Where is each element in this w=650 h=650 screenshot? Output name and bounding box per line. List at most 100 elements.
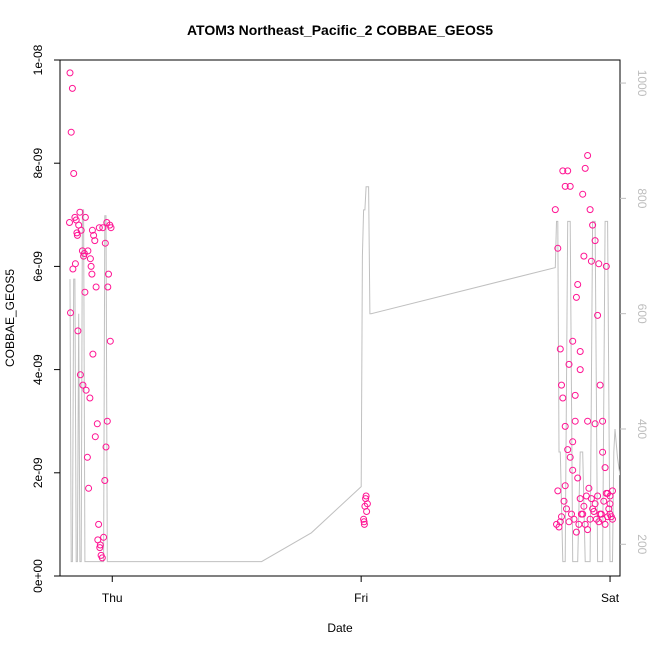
data-point [90, 231, 98, 239]
data-point [591, 500, 599, 508]
data-point [76, 208, 84, 216]
data-point [606, 492, 614, 500]
data-point [594, 311, 602, 319]
data-point [564, 446, 572, 454]
data-point [360, 518, 368, 526]
data-point [559, 394, 567, 402]
data-point [585, 484, 593, 492]
data-point [587, 495, 595, 503]
pressure-line [69, 186, 620, 563]
data-point [586, 206, 594, 214]
data-point [576, 366, 584, 374]
data-point [66, 69, 74, 77]
x-tick-label: Fri [354, 591, 368, 605]
data-point [606, 500, 614, 508]
data-point [599, 448, 607, 456]
data-point [102, 443, 110, 451]
data-point [81, 213, 89, 221]
data-point [106, 337, 114, 345]
data-point [560, 497, 568, 505]
data-point [565, 360, 573, 368]
data-point [74, 327, 82, 335]
x-axis-label: Date [327, 621, 353, 635]
data-point [68, 84, 76, 92]
data-point [99, 224, 107, 232]
data-point [591, 420, 599, 428]
data-point [79, 381, 87, 389]
data-point [569, 466, 577, 474]
data-point [566, 453, 574, 461]
data-point [556, 518, 564, 526]
data-point [360, 515, 368, 523]
data-point [572, 528, 580, 536]
data-point [599, 417, 607, 425]
data-point [101, 477, 109, 484]
data-point [107, 224, 115, 232]
data-point [558, 381, 565, 389]
y2-tick-label: 1000 [635, 70, 649, 97]
data-point [95, 520, 103, 528]
data-point [73, 231, 81, 239]
data-point [86, 255, 94, 263]
data-point [581, 164, 589, 172]
pressure-line-layer [69, 186, 620, 563]
data-point [105, 270, 112, 278]
y-tick-label: 0e+00 [31, 559, 45, 593]
data-point [584, 417, 592, 425]
data-point [580, 502, 588, 510]
data-point [66, 219, 73, 226]
data-point [596, 381, 604, 389]
data-point [569, 337, 577, 345]
y-axis: 0e+00 2e-09 4e-09 6e-09 8e-09 1e-08 [31, 44, 60, 593]
data-point [93, 420, 101, 428]
chart-title: ATOM3 Northeast_Pacific_2 COBBAE_GEOS5 [187, 22, 493, 38]
data-point [601, 464, 609, 472]
x-tick-label: Sat [601, 591, 620, 605]
data-point [76, 371, 84, 379]
y-tick-label: 2e-09 [31, 457, 45, 488]
y2-tick-label: 800 [635, 188, 649, 208]
data-point [561, 482, 569, 490]
data-point [89, 350, 97, 358]
data-point [96, 541, 104, 549]
data-point [91, 237, 99, 245]
data-point [85, 484, 93, 492]
data-point [81, 288, 89, 296]
data-point [605, 505, 613, 513]
data-point [551, 206, 559, 214]
data-point [589, 221, 597, 229]
data-point [554, 244, 562, 252]
data-point [70, 170, 78, 177]
data-point [96, 544, 104, 552]
y2-tick-label: 600 [635, 304, 649, 324]
data-point [559, 167, 567, 175]
data-point [571, 417, 579, 425]
data-point [586, 515, 594, 523]
data-point [591, 237, 599, 245]
y-tick-label: 1e-08 [31, 44, 45, 75]
y2-tick-label: 200 [635, 534, 649, 554]
data-point [80, 250, 88, 257]
y-axis-label: COBBAE_GEOS5 [3, 269, 17, 367]
data-point [83, 453, 91, 461]
plot-frame [59, 59, 621, 577]
data-point [566, 182, 574, 190]
data-point [579, 510, 587, 518]
points-layer [66, 69, 616, 562]
data-point [103, 417, 111, 425]
data-point [100, 533, 108, 541]
y-tick-label: 8e-09 [31, 148, 45, 179]
data-point [574, 281, 582, 288]
y2-axis: 200 400 600 800 1000 [620, 70, 649, 555]
data-point [569, 438, 577, 446]
data-point [71, 260, 79, 268]
x-axis: Thu Fri Sat [102, 575, 620, 605]
data-point [571, 391, 579, 399]
data-point [363, 508, 371, 515]
data-point [98, 554, 106, 562]
data-point [67, 309, 74, 317]
data-point [95, 224, 103, 232]
data-point [104, 283, 112, 291]
data-point [555, 523, 563, 531]
